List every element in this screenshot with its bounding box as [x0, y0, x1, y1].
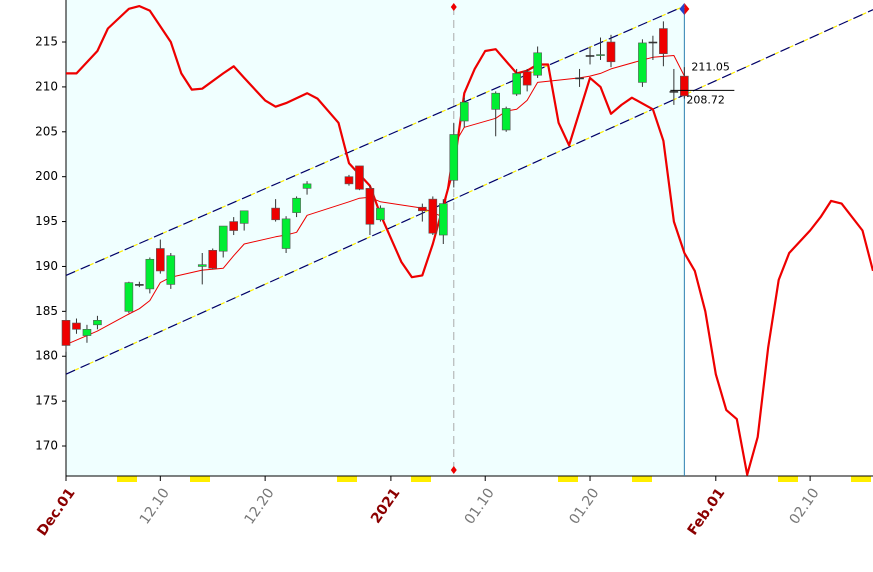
y-tick-label: 190: [35, 259, 58, 273]
candle-body: [449, 134, 459, 181]
candle-body: [680, 75, 689, 97]
week-mark: [778, 476, 798, 482]
candle-body: [229, 221, 238, 231]
candle-body: [93, 320, 102, 326]
axis-week-marks: [117, 476, 871, 482]
x-tick-label: 12.10: [137, 485, 173, 527]
candle-body: [501, 108, 511, 131]
channel-line: [65, 5, 685, 276]
x-tick-label: 01.10: [462, 485, 498, 527]
price-label: 208.72: [686, 93, 725, 106]
candle-body: [365, 188, 375, 225]
y-tick-label: 205: [35, 124, 58, 138]
cursor-diamond: [679, 3, 685, 15]
week-mark: [558, 476, 578, 482]
y-tick-label: 185: [35, 304, 58, 318]
candle-body: [239, 210, 249, 224]
candle-body: [638, 42, 647, 83]
x-tick-label: 2021: [368, 485, 403, 526]
cursor-diamond: [684, 3, 690, 15]
candle-body: [585, 55, 595, 57]
line-series: [66, 5, 873, 476]
price-label: 211.05: [691, 60, 730, 73]
x-tick-label: Feb.01: [685, 485, 729, 538]
candle-body: [302, 183, 312, 189]
candle-body: [135, 284, 144, 286]
candle-body: [72, 322, 81, 330]
candle-body: [428, 198, 438, 234]
y-tick-label: 200: [35, 169, 58, 183]
week-mark: [117, 476, 137, 482]
candle-body: [271, 207, 280, 221]
candle-body: [376, 207, 385, 221]
y-tick-label: 180: [35, 349, 58, 363]
candle-body: [575, 77, 584, 80]
candle-body: [512, 73, 521, 95]
candle-body: [145, 258, 155, 290]
y-tick-label: 170: [35, 439, 58, 453]
candle-body: [61, 320, 71, 346]
y-tick-label: 195: [35, 214, 58, 228]
y-tick-label: 175: [35, 394, 58, 408]
x-tick-label: 12.20: [242, 485, 278, 527]
candle-body: [669, 91, 679, 93]
candle-body: [344, 176, 354, 185]
y-tick-label: 215: [35, 35, 58, 49]
marker-diamond: [450, 466, 457, 474]
candle-body: [522, 71, 532, 86]
candle-body: [533, 52, 542, 76]
x-tick-label: 02.10: [787, 485, 823, 527]
candle-body: [156, 248, 165, 272]
candle-body: [418, 206, 427, 212]
channel-line-accent: [65, 9, 873, 375]
candle-body: [82, 329, 92, 336]
candle-body: [438, 203, 448, 236]
candle-body: [208, 249, 218, 269]
background-layer: [66, 0, 685, 476]
candle-body: [596, 54, 605, 56]
candle-body: [197, 264, 207, 267]
x-tick-label: 01.20: [566, 485, 602, 527]
candle-body: [218, 225, 228, 252]
week-mark: [190, 476, 210, 482]
week-mark: [632, 476, 652, 482]
candle-body: [292, 197, 301, 213]
y-tick-label: 210: [35, 79, 58, 93]
week-mark: [337, 476, 357, 482]
candle-body: [459, 101, 469, 122]
marker-diamond: [450, 3, 457, 11]
history-area: [66, 0, 685, 476]
candle-body: [648, 41, 658, 44]
candle-body: [166, 255, 176, 285]
candle-body: [491, 92, 501, 110]
candle-body: [606, 41, 616, 63]
week-mark: [851, 476, 871, 482]
candle-body: [659, 28, 668, 54]
x-tick-label: Dec.01: [34, 485, 78, 539]
candle-body: [355, 165, 364, 190]
week-mark: [411, 476, 431, 482]
candle-body: [281, 218, 291, 249]
channel-line: [65, 9, 873, 375]
candle-body: [124, 282, 134, 312]
